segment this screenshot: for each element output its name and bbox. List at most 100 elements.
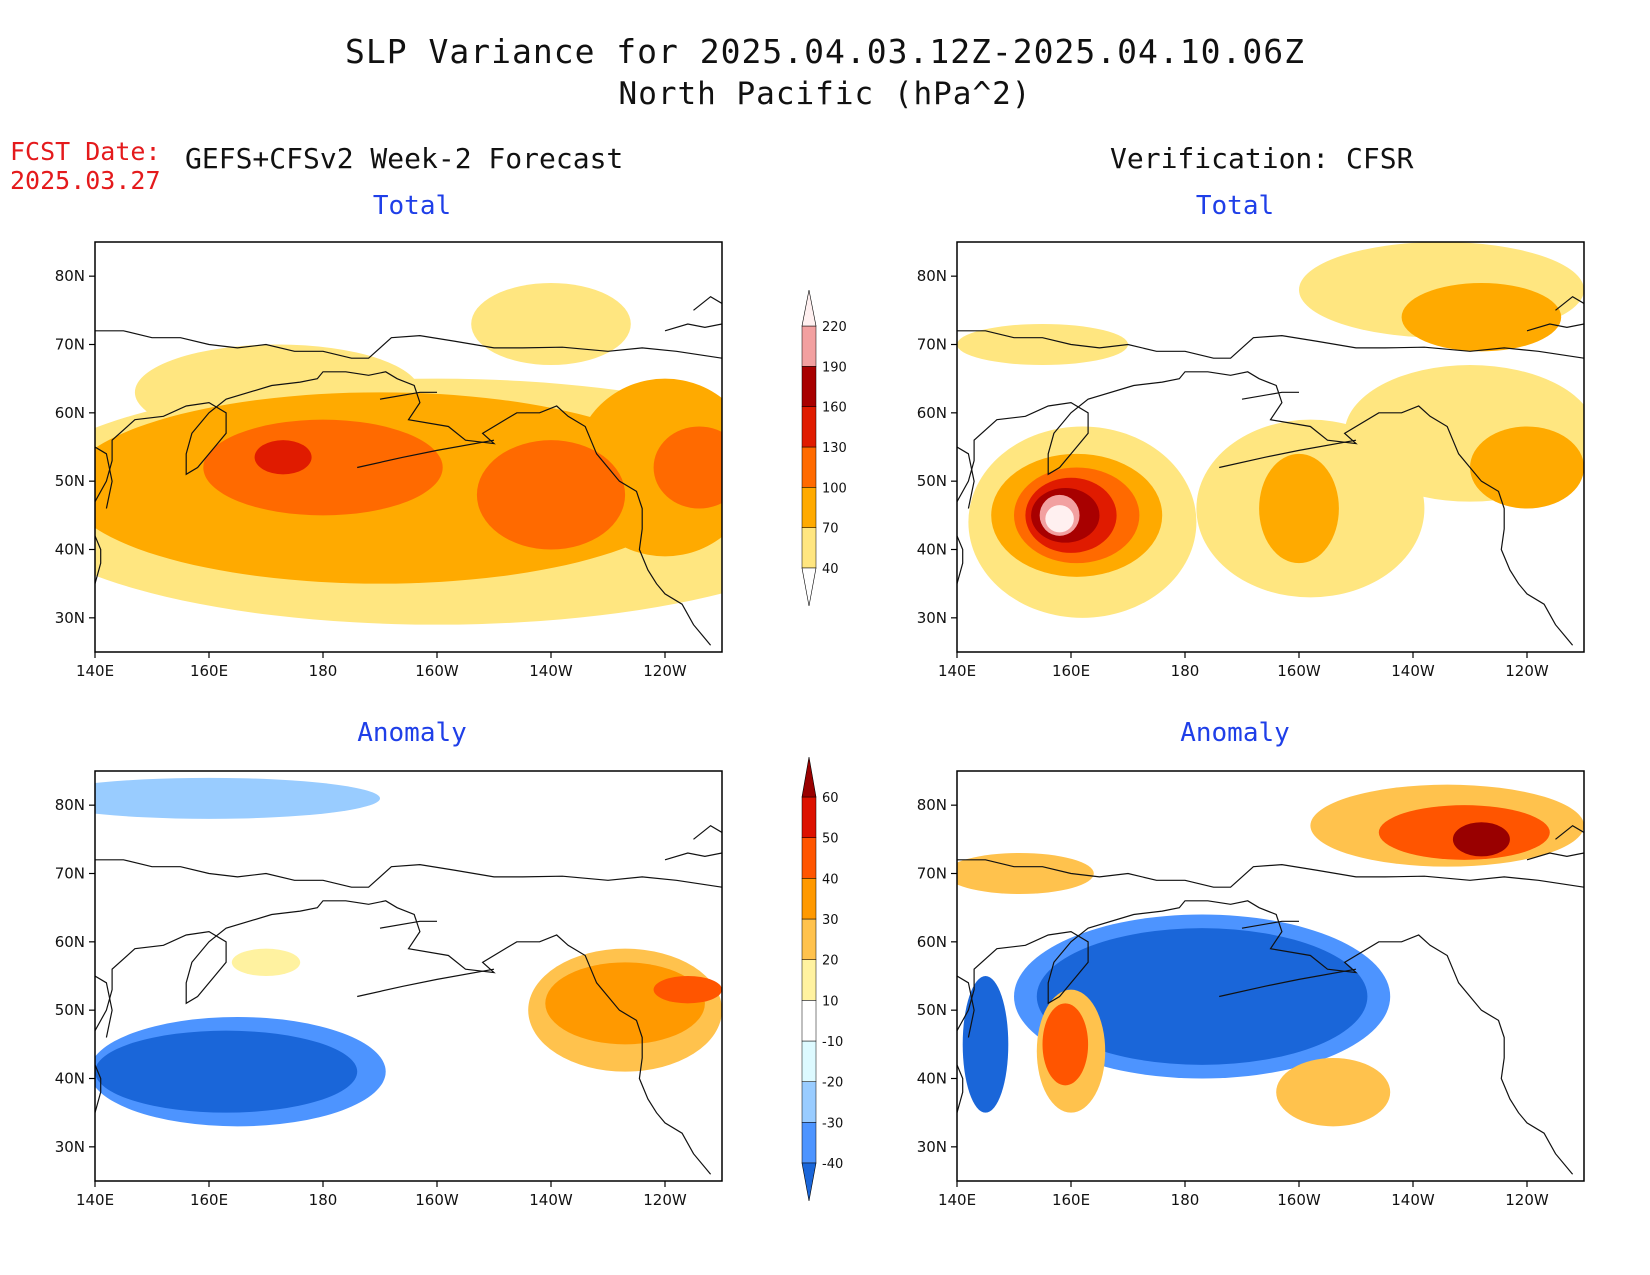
fc-total-lon-label: 180 bbox=[309, 662, 338, 680]
vf-total-lat-label: 80N bbox=[917, 267, 947, 285]
vf-anom-title: Anomaly bbox=[1180, 718, 1290, 748]
fc-total-lat-label: 80N bbox=[55, 267, 85, 285]
vf-total-lon-label: 140E bbox=[938, 662, 976, 680]
total-colorbar-swatch bbox=[801, 325, 817, 367]
fcst-date-label: FCST Date: bbox=[10, 137, 161, 166]
fc-total-lon-label: 140W bbox=[529, 662, 573, 680]
fc-anom-coastline-0 bbox=[95, 900, 712, 1175]
fc-anom-lat-label: 30N bbox=[55, 1138, 85, 1156]
vf-anom-coastline-5 bbox=[957, 1064, 964, 1113]
vf-total-coastline-4 bbox=[957, 446, 975, 509]
anomaly-colorbar-label: -30 bbox=[822, 1116, 843, 1131]
total-colorbar-swatch bbox=[801, 446, 817, 488]
figure-subtitle: North Pacific (hPa^2) bbox=[618, 76, 1032, 112]
vf-total-coastline-5 bbox=[957, 535, 964, 584]
total-colorbar-label: 160 bbox=[822, 401, 847, 416]
fc-total-contour-8 bbox=[254, 440, 312, 475]
fc-total-lon-label: 160E bbox=[190, 662, 228, 680]
anomaly-colorbar-swatch bbox=[801, 837, 817, 879]
fc-total-lon-label: 140E bbox=[76, 662, 114, 680]
fc-anom-lat-label: 80N bbox=[55, 796, 85, 814]
fc-anom-panel: 80N 70N 60N 50N 40N 30N 140E 160E 180 160W 140W 120… bbox=[55, 770, 723, 1209]
fc-total-contour-2 bbox=[471, 283, 631, 365]
vf-total-lat-label: 50N bbox=[917, 472, 947, 490]
total-colorbar-label: 190 bbox=[822, 360, 847, 375]
vf-total-coastline-0 bbox=[957, 371, 1574, 646]
fc-anom-lon-label: 140W bbox=[529, 1191, 573, 1209]
vf-anom-coastline-3 bbox=[1219, 968, 1357, 998]
vf-total-lat-label: 70N bbox=[917, 336, 947, 354]
anomaly-colorbar-swatch bbox=[801, 959, 817, 1001]
vf-anom-coastline-6 bbox=[1555, 824, 1584, 840]
fc-total-coastline-3 bbox=[357, 439, 495, 469]
vf-anom-lat-label: 70N bbox=[917, 865, 947, 883]
fc-anom-title: Anomaly bbox=[357, 718, 467, 748]
total-colorbar-swatch bbox=[801, 487, 817, 528]
anomaly-colorbar-label: -20 bbox=[822, 1076, 843, 1091]
anomaly-colorbar-swatch bbox=[801, 1081, 817, 1123]
vf-anom-lon-label: 140W bbox=[1391, 1191, 1435, 1209]
vf-total-lon-label: 160W bbox=[1277, 662, 1321, 680]
vf-anom-lon-label: 140E bbox=[938, 1191, 976, 1209]
vf-total-lat-label: 40N bbox=[917, 541, 947, 559]
vf-total-lon-label: 160E bbox=[1052, 662, 1090, 680]
anomaly-colorbar-min-triangle bbox=[801, 1162, 817, 1202]
anomaly-colorbar-swatch bbox=[801, 918, 817, 960]
anomaly-colorbar-swatch bbox=[801, 1040, 817, 1082]
fc-total-coastline-2 bbox=[379, 391, 437, 400]
vf-total-panel: 80N 70N 60N 50N 40N 30N 140E 160E 180 160W 140W 120… bbox=[917, 241, 1585, 680]
total-colorbar: 40 70 100 130 160 190 220 bbox=[801, 289, 847, 607]
total-colorbar-label: 70 bbox=[822, 522, 839, 537]
fc-anom-coastline-2 bbox=[379, 920, 437, 929]
fc-anom-lon-label: 180 bbox=[309, 1191, 338, 1209]
vf-anom-contour-8 bbox=[1452, 822, 1510, 857]
fc-total-contour-5 bbox=[203, 419, 443, 516]
fc-total-lat-label: 60N bbox=[55, 404, 85, 422]
vf-anom-contour-2 bbox=[962, 976, 1009, 1113]
fc-total-lat-label: 40N bbox=[55, 541, 85, 559]
vf-anom-lat-label: 40N bbox=[917, 1070, 947, 1088]
vf-total-contour-7 bbox=[1470, 426, 1584, 509]
fc-total-lon-label: 160W bbox=[415, 662, 459, 680]
fc-anom-coastline-5 bbox=[95, 1064, 102, 1113]
fc-anom-coastline-6 bbox=[693, 824, 722, 840]
vf-anom-coastline-7 bbox=[1526, 852, 1584, 861]
fc-total-coastline-0 bbox=[95, 371, 712, 646]
fc-anom-lat-label: 40N bbox=[55, 1070, 85, 1088]
forecast-heading: GEFS+CFSv2 Week-2 Forecast bbox=[185, 142, 624, 175]
fc-anom-contour-1 bbox=[95, 1030, 358, 1113]
total-colorbar-swatch bbox=[801, 366, 817, 407]
total-colorbar-label: 40 bbox=[822, 562, 839, 577]
fc-anom-lat-label: 70N bbox=[55, 865, 85, 883]
fc-anom-coastline-4 bbox=[95, 975, 113, 1038]
vf-anom-contour-5 bbox=[1276, 1058, 1391, 1127]
vf-anom-contour-1 bbox=[1036, 928, 1368, 1065]
fc-total-lon-label: 120W bbox=[643, 662, 687, 680]
figure-title: SLP Variance for 2025.04.03.12Z-2025.04.… bbox=[345, 32, 1305, 71]
fc-total-contour-7 bbox=[653, 426, 722, 509]
fc-anom-coastline-1 bbox=[95, 859, 722, 888]
vf-total-title: Total bbox=[1195, 191, 1275, 221]
fcst-date-value: 2025.03.27 bbox=[10, 166, 161, 195]
vf-total-coastline-2 bbox=[1241, 391, 1299, 400]
vf-anom-lat-label: 60N bbox=[917, 933, 947, 951]
total-colorbar-label: 130 bbox=[822, 441, 847, 456]
anomaly-colorbar-label: 60 bbox=[822, 791, 839, 806]
vf-anom-lon-label: 180 bbox=[1171, 1191, 1200, 1209]
anomaly-colorbar-label: 50 bbox=[822, 832, 839, 847]
vf-total-lon-label: 140W bbox=[1391, 662, 1435, 680]
fc-total-coastline-1 bbox=[95, 330, 722, 359]
anomaly-colorbar-label: 20 bbox=[822, 954, 839, 969]
verification-heading: Verification: CFSR bbox=[1110, 142, 1414, 175]
fc-anom-coastline-7 bbox=[664, 852, 722, 861]
anomaly-colorbar-label: -40 bbox=[822, 1157, 843, 1172]
vf-anom-coastline-0 bbox=[957, 900, 1574, 1175]
anomaly-colorbar-swatch bbox=[801, 796, 817, 838]
vf-anom-lat-label: 50N bbox=[917, 1001, 947, 1019]
vf-total-lon-label: 180 bbox=[1171, 662, 1200, 680]
vf-anom-lat-label: 30N bbox=[917, 1138, 947, 1156]
vf-anom-panel: 80N 70N 60N 50N 40N 30N 140E 160E 180 160W 140W 120… bbox=[917, 770, 1585, 1209]
vf-total-coastline-3 bbox=[1219, 439, 1357, 469]
vf-anom-contour-4 bbox=[1042, 1003, 1089, 1086]
total-colorbar-max-triangle bbox=[801, 289, 817, 327]
